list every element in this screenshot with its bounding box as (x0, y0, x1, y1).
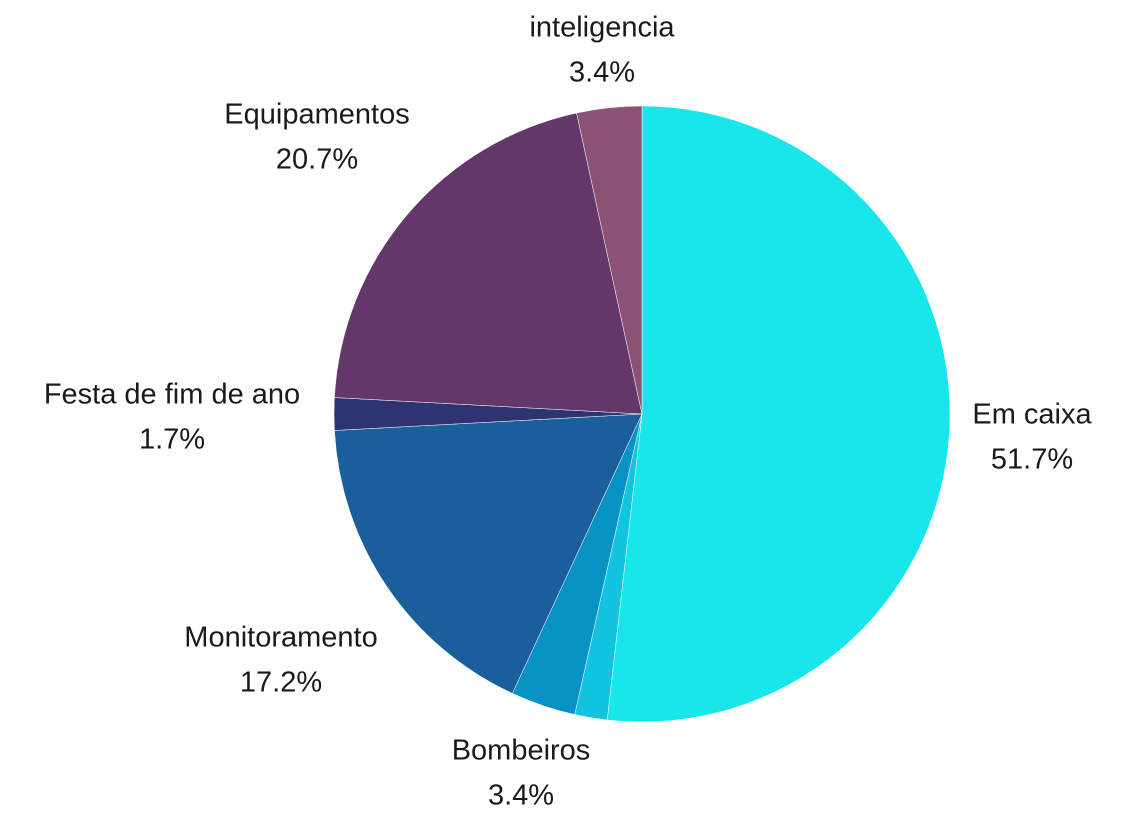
slice-percent-festa-de-fim-de-ano: 1.7% (139, 424, 205, 456)
slice-percent-inteligencia: 3.4% (569, 57, 635, 89)
slice-label-equipamentos: Equipamentos (224, 99, 409, 131)
slice-label-monitoramento: Monitoramento (184, 622, 377, 654)
pie-slice-inteligencia (576, 105, 643, 415)
slice-label-festa-de-fim-de-ano: Festa de fim de ano (44, 379, 300, 411)
slice-label-inteligencia: inteligencia (529, 12, 675, 44)
slice-label-em-caixa: Em caixa (972, 399, 1092, 431)
slice-percent-bombeiros: 3.4% (488, 780, 554, 812)
slice-percent-monitoramento: 17.2% (240, 667, 322, 699)
pie-slice-monitoramento (334, 413, 643, 694)
pie-slice-em-caixa (606, 105, 951, 723)
pie-slice-equipamentos (334, 112, 643, 415)
slice-percent-em-caixa: 51.7% (991, 444, 1073, 476)
slice-percent-equipamentos: 20.7% (276, 144, 358, 176)
slice-label-bombeiros: Bombeiros (452, 735, 591, 767)
